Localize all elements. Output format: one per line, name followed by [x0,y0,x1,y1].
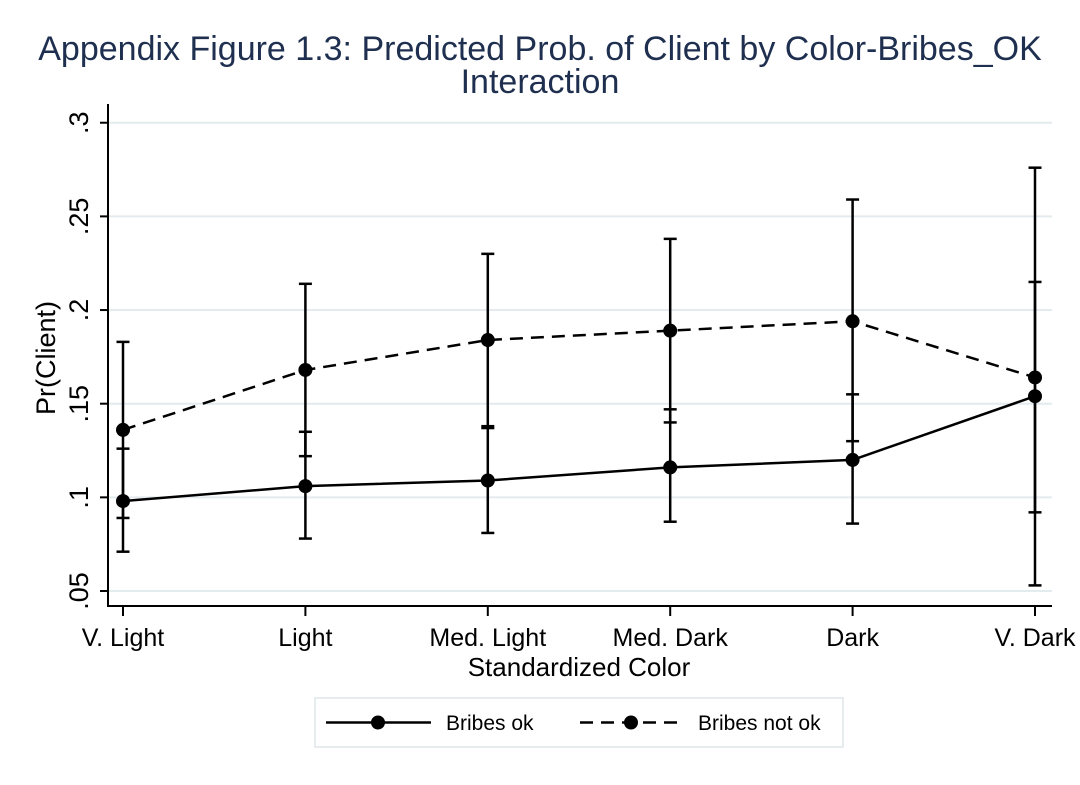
ci-group-bribes-not-ok [116,166,1042,587]
gridlines [108,121,1052,593]
x-tick-label-v-dark: V. Dark [994,624,1076,652]
x-tick-label-dark: Dark [826,624,879,652]
axes [107,104,1052,607]
x-axis-title: Standardized Color [468,652,691,682]
series-bribes-ok [116,389,1042,509]
data-point-bribes-not-ok-med-dark [663,323,678,338]
legend-swatch-marker [371,715,385,730]
y-tick-label-1: .1 [64,486,94,509]
series-line-bribes-ok [122,395,1036,503]
y-tick-label-2: .2 [64,299,94,322]
x-tick-label-light: Light [278,624,332,652]
series-lines [116,314,1042,509]
data-point-bribes-not-ok-v-dark [1028,370,1042,385]
x-tick-label-med-dark: Med. Dark [613,624,729,652]
series-bribes-not-ok [116,314,1042,437]
chart-title: Appendix Figure 1.3: Predicted Prob. of … [38,30,1042,101]
data-point-bribes-ok-v-dark [1028,389,1042,404]
y-axis-title: Pr(Client) [31,301,61,415]
x-axis-ticks: V. Light Light Med. Light Med. Dark Dark V. D… [82,606,1076,652]
y-tick-label-3: .3 [64,111,94,134]
legend: Bribes ok Bribes not ok [314,697,844,748]
legend-label-bribes-not-ok: Bribes not ok [698,712,821,735]
data-point-bribes-not-ok-v-light [116,422,130,437]
legend-swatch-marker [624,715,638,730]
series-line-bribes-not-ok [122,320,1036,432]
x-tick-label-med-light: Med. Light [429,624,546,652]
data-point-bribes-ok-v-light [116,494,130,509]
y-tick-label-15: .15 [64,385,94,423]
data-point-bribes-ok-dark [845,452,860,467]
legend-entry-bribes-not-ok: Bribes not ok [580,712,821,735]
data-point-bribes-ok-med-dark [663,460,678,475]
data-point-bribes-not-ok-med-light [480,333,495,348]
y-axis-ticks: .05 .1 .15 .2 .25 .3 [64,111,108,610]
x-tick-label-v-light: V. Light [82,624,165,652]
data-point-bribes-not-ok-dark [845,314,860,329]
legend-label-bribes-ok: Bribes ok [446,712,534,735]
data-point-bribes-ok-med-light [480,473,495,488]
confidence-intervals [116,166,1042,587]
data-point-bribes-not-ok-light [298,362,313,377]
y-tick-label-05: .05 [64,572,94,610]
data-point-bribes-ok-light [298,479,313,494]
ci-group-bribes-ok [116,280,1042,553]
legend-entry-bribes-ok: Bribes ok [326,712,534,735]
y-tick-label-25: .25 [64,198,94,236]
